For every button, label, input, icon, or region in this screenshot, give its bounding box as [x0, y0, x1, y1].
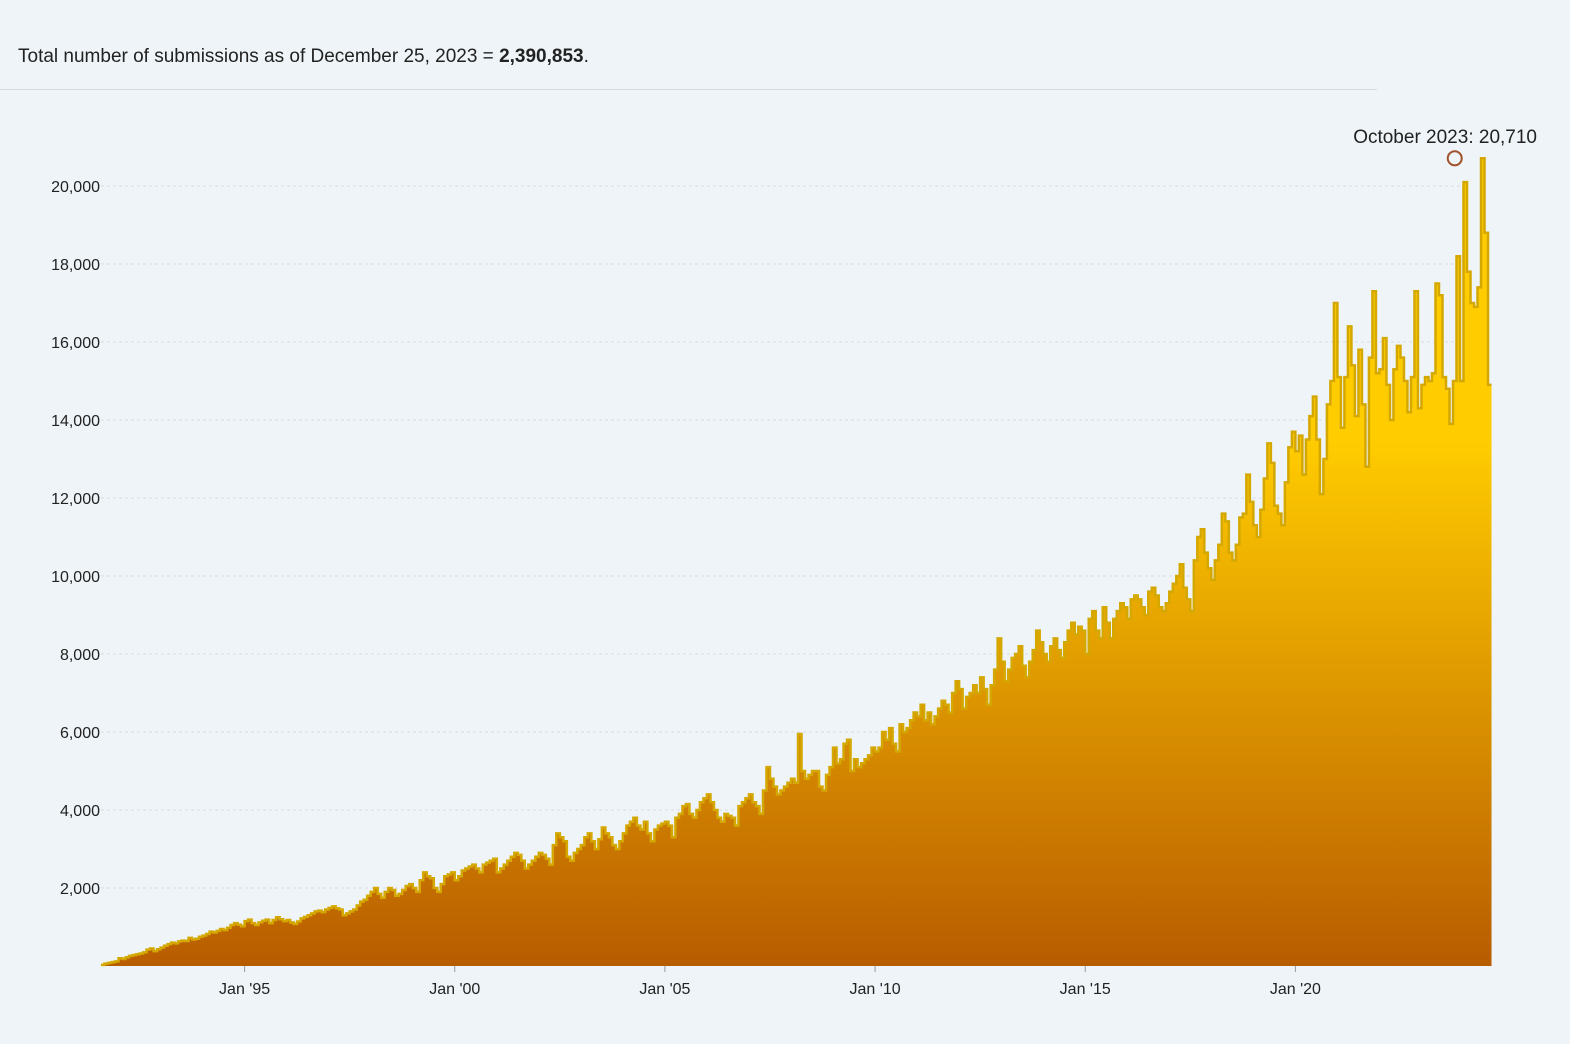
x-tick-label: Jan '05 [639, 981, 690, 998]
y-tick-label: 14,000 [51, 413, 100, 430]
y-axis: 2,000 4,000 6,000 8,000 10,000 12,000 14,000 16… [51, 179, 100, 898]
y-tick-label: 10,000 [51, 569, 100, 586]
x-tick-label: Jan '15 [1060, 981, 1111, 998]
y-tick-label: 2,000 [60, 881, 100, 898]
summary-prefix: Total number of submissions as of Decemb… [18, 46, 500, 67]
x-tick-label: Jan '20 [1270, 981, 1321, 998]
y-tick-label: 12,000 [51, 491, 100, 508]
peak-label: October 2023: 20,710 [1353, 127, 1537, 148]
y-tick-label: 18,000 [51, 257, 100, 274]
y-tick-label: 16,000 [51, 335, 100, 352]
series-area [101, 157, 1492, 967]
x-tick-label: Jan '10 [850, 981, 901, 998]
summary-total: 2,390,853 [499, 46, 584, 67]
x-tick-label: Jan '00 [429, 981, 480, 998]
x-tick-label: Jan '95 [219, 981, 270, 998]
header-divider [0, 89, 1377, 90]
y-tick-label: 4,000 [60, 803, 100, 820]
peak-marker [1446, 150, 1463, 167]
y-tick-label: 20,000 [51, 179, 100, 196]
area-fill [101, 158, 1492, 966]
y-tick-label: 8,000 [60, 647, 100, 664]
series-line [101, 157, 1492, 967]
summary-suffix: . [583, 46, 589, 67]
y-tick-label: 6,000 [60, 725, 100, 742]
x-axis: Jan '95 Jan '00 Jan '05 Jan '10 Jan '15 Jan '… [219, 966, 1321, 998]
submissions-summary: Total number of submissions as of Decemb… [18, 46, 589, 68]
peak-annotation: October 2023: 20,710 [1353, 127, 1537, 167]
